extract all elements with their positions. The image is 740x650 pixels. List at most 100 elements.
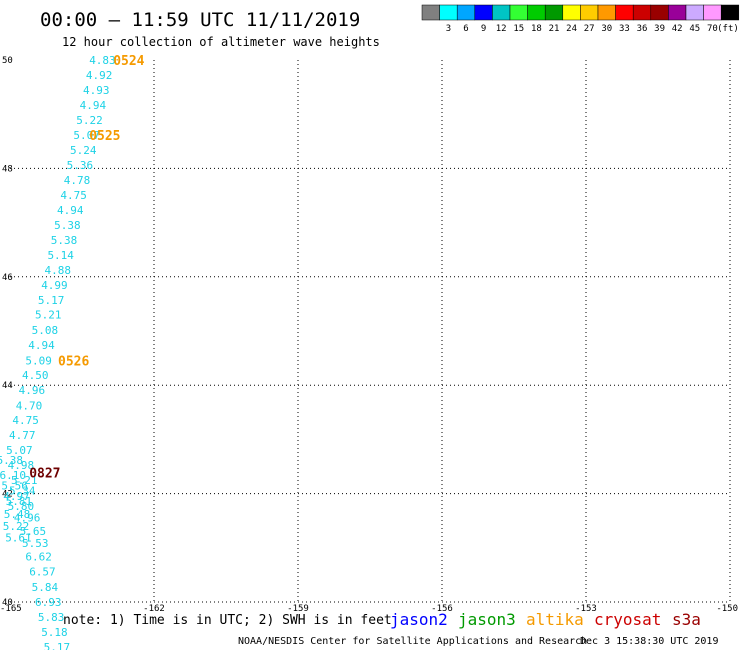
wave-height-value: 4.92 [86,69,113,82]
legend-swatch [492,4,511,21]
wave-height-value: 4.75 [60,189,87,202]
wave-height-value: 5.53 [22,537,49,550]
longitude-tick-labels: -165 -162 -159 -156 -153 -150 [0,604,738,614]
wave-height-value: 5.17 [44,641,71,650]
wave-height-value: 4.75 [12,414,39,427]
wave-height-value: 5.08 [32,324,58,337]
wave-height-value: 5.24 [70,144,97,157]
legend-label: 30 [601,24,612,34]
legend-swatch [650,4,669,21]
latitude-label: 44 [2,381,13,391]
wave-height-value: 5.83 [38,611,64,624]
legend-label: 42 [672,24,683,34]
render-timestamp: Dec 3 15:38:30 UTC 2019 [580,636,718,647]
legend-swatch [580,4,599,21]
legend-label: 39 [654,24,665,34]
wave-height-value: 6.93 [35,596,62,609]
wave-height-values: 4.83 4.92 4.93 4.94 5.22 5.07 5.24 5.36 4.78 4.75… [0,54,116,650]
wave-height-value: 5.21 [11,474,38,487]
latitude-label: 42 [2,490,13,500]
satellite-name: jason2 [390,610,448,629]
wave-height-value: 5.65 [20,525,46,538]
lat-lon-grid [10,60,731,603]
credit-line: NOAA/NESDIS Center for Satellite Applica… [238,636,587,647]
wave-height-value: 6.10 [0,469,26,482]
legend-swatch [668,4,687,21]
legend-swatch [456,4,476,21]
wave-height-value: 4.78 [64,174,90,187]
wave-height-value: 4.94 [57,204,84,217]
map-title: 00:00 – 11:59 UTC 11/11/2019 [40,9,360,31]
wave-height-value: 5.07 [6,444,33,457]
legend-swatch [527,4,546,21]
legend-label: 36 [637,24,648,34]
wave-height-value: 6.62 [25,550,52,563]
satellite-name: altika [526,610,584,629]
legend-label: 27 [584,24,595,34]
wave-height-value: 5.36 [67,159,94,172]
wave-height-value: 5.38 [54,219,81,232]
wave-height-value: 4.96 [14,511,41,524]
wave-height-value: 4.97 [3,490,30,503]
legend-label: 18 [531,24,542,34]
legend-swatch [421,4,440,21]
map-subtitle: 12 hour collection of altimeter wave hei… [62,35,380,49]
wave-height-value: 4.50 [22,369,49,382]
wave-height-value: 6.57 [29,566,56,579]
legend-label: 33 [619,24,630,34]
footnote: note: 1) Time is in UTC; 2) SWH is in fe… [63,613,392,628]
wave-height-value: 4.88 [45,264,71,277]
wave-height-value: 5.09 [25,354,52,367]
wave-height-value: 4.94 [28,339,55,352]
wave-height-value: 4.83 [89,54,116,67]
satellite-legend: jason2 jason3 altika cryosat s3a [390,610,701,629]
longitude-label: -165 [0,604,22,614]
wave-height-value: 5.21 [35,309,62,322]
legend-label: 21 [549,24,560,34]
latitude-tick-labels: 50 48 46 44 42 40 [2,56,13,608]
legend-swatch [703,4,722,21]
wave-height-value: 5.56 [1,479,28,492]
wave-height-value: 5.80 [8,500,34,513]
wave-height-value: 4.93 [83,84,110,97]
wave-height-value: 5.17 [38,294,64,307]
wave-height-value: 5.61 [5,532,32,545]
legend-label: 3 [446,24,451,34]
wave-height-value: 4.99 [41,279,67,292]
satellite-name: s3a [672,610,701,629]
legend-label: 6 [463,24,468,34]
legend-swatch [544,4,564,21]
legend-swatch [720,4,740,21]
legend-swatch [562,4,581,21]
color-legend: 3 6 9 12 15 18 21 24 27 30 33 36 39 42 45 70 (ft) [421,4,740,34]
legend-swatch [615,4,634,21]
pass-time-label: 0524 [113,54,144,69]
latitude-label: 48 [2,164,13,174]
legend-swatch [632,4,652,21]
legend-swatch [509,4,528,21]
wave-height-value: 4.98 [8,459,34,472]
wave-height-value: 5.14 [47,249,74,262]
latitude-label: 40 [2,598,13,608]
longitude-label: -156 [431,604,453,614]
legend-label: 24 [566,24,577,34]
legend-swatch [597,4,616,21]
legend-unit: (ft) [717,24,739,34]
satellite-name: cryosat [594,610,661,629]
wave-height-value: 5.38 [0,454,23,467]
wave-height-value: 5.34 [9,484,36,497]
legend-label: 9 [481,24,486,34]
pass-time-label: 0526 [58,354,89,369]
legend-label: 15 [513,24,524,34]
legend-swatch [685,4,704,21]
pass-time-label: 0525 [89,129,120,144]
longitude-label: -153 [575,604,597,614]
wave-height-value: 4.96 [19,384,46,397]
wave-height-value: 4.70 [16,399,43,412]
wave-height-value: 5.18 [41,626,67,639]
latitude-label: 50 [2,56,13,66]
latitude-label: 46 [2,273,13,283]
satellite-name: jason3 [458,610,516,629]
legend-label: 12 [496,24,507,34]
